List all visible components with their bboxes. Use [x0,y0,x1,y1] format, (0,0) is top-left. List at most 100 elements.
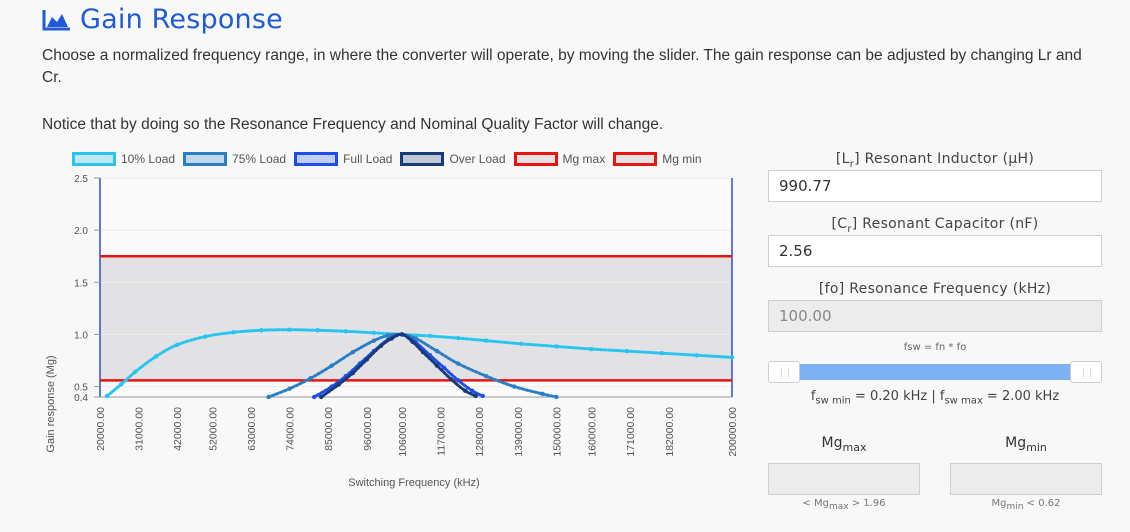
x-tick-label: 171000.00 [625,407,637,457]
mg-max-group: Mgmax < Mgmax > 1.96 [768,435,920,512]
series-point-0 [175,342,180,348]
series-point-3 [350,370,355,376]
series-point-1 [308,376,313,381]
series-point-0 [455,335,461,341]
series-point-3 [410,339,415,344]
x-tick-label: 160000.00 [587,407,599,457]
series-point-1 [512,384,517,389]
page-title: Gain Response [80,4,283,35]
series-point-3 [448,377,454,382]
slider-handle-max[interactable] [1070,361,1102,383]
series-point-3 [420,349,426,355]
mg-max-hint: < Mgmax > 1.96 [802,497,886,512]
series-point-1 [371,338,377,343]
legend-label: 10% Load [121,152,176,166]
series-point-0 [104,393,110,399]
mg-min-group: Mgmin Mgmin < 0.62 [950,435,1102,512]
page-header: Gain Response [42,4,283,35]
mg-min-value [950,462,1102,495]
x-tick-label: 85000.00 [323,407,335,451]
mg-min-hint: Mgmin < 0.62 [991,497,1061,512]
series-point-0 [343,329,348,334]
series-point-0 [118,382,124,387]
series-point-0 [259,328,264,333]
series-point-0 [659,351,664,356]
series-point-0 [203,334,208,339]
legend-swatch [400,152,445,166]
slider-handle-min[interactable] [768,361,800,383]
legend-item[interactable]: Over Load [400,152,506,166]
series-point-3 [399,332,405,337]
slider-range-fill [786,364,1084,380]
series-point-0 [624,348,629,354]
lr-label: [Lr] Resonant Inductor (µH) [835,151,1035,170]
series-point-1 [350,349,355,355]
y-tick-label: 1.0 [74,330,88,341]
fsw-range-text: fsw min = 0.20 kHz | fsw max = 2.00 kHz [810,389,1060,407]
y-tick-label: 0.5 [74,383,88,394]
x-tick-label: 150000.00 [551,407,563,457]
mg-max-value [768,462,920,495]
x-tick-label: 106000.00 [397,407,409,457]
series-point-1 [554,394,559,400]
legend-label: 75% Load [232,152,287,166]
series-point-3 [389,336,394,341]
series-point-1 [287,386,292,391]
legend-label: Mg max [562,152,606,166]
legend-item[interactable]: Mg min [613,152,702,166]
series-point-1 [484,373,489,379]
area-chart-icon [42,9,70,30]
x-tick-label: 96000.00 [362,407,374,451]
series-point-3 [473,393,478,399]
x-tick-label: 74000.00 [285,407,297,451]
series-point-2 [480,393,485,399]
legend-swatch [513,152,558,166]
mg-max-title: Mgmax [821,434,867,454]
chart-legend: 10% Load 75% Load Full Load Over Load Mg max… [72,152,710,166]
fo-input [768,300,1102,332]
legend-item[interactable]: 75% Load [183,152,286,166]
series-point-1 [413,336,419,341]
series-point-0 [427,333,433,339]
series-point-0 [729,355,735,360]
operating-region-fill [100,256,732,381]
x-tick-label: 139000.00 [513,407,525,457]
x-tick-label: 182000.00 [664,407,676,457]
series-point-1 [266,394,271,400]
fo-label: [fo] Resonance Frequency (kHz) [818,281,1052,297]
notice-text: Notice that by doing so the Resonance Fr… [42,116,664,133]
x-tick-label: 52000.00 [207,407,219,451]
legend-item[interactable]: Full Load [294,152,392,166]
y-tick-label: 0.4 [74,393,88,404]
legend-label: Over Load [449,152,506,166]
series-point-3 [378,343,384,349]
legend-label: Mg min [662,152,702,166]
series-point-3 [364,357,370,362]
series-point-0 [371,330,377,336]
series-point-2 [441,365,447,370]
x-tick-label: 128000.00 [474,407,486,457]
x-tick-label: 42000.00 [172,407,184,451]
series-point-1 [540,391,545,397]
cr-label: [Cr] Resonant Capacitor (nF) [831,216,1039,235]
y-tick-label: 1.5 [74,278,88,289]
frequency-range-slider[interactable] [768,361,1102,383]
series-point-0 [694,353,700,358]
x-tick-label: 20000.00 [95,407,107,451]
y-axis-label: Gain response (Mg) [45,355,57,452]
y-tick-label: 2.0 [74,226,88,237]
y-tick-label: 2.5 [74,174,88,185]
legend-swatch [183,152,228,166]
series-point-1 [455,361,461,366]
legend-item[interactable]: 10% Load [72,152,175,166]
series-point-0 [484,338,489,343]
series-point-0 [554,344,559,349]
legend-swatch [294,152,339,166]
series-point-2 [469,388,475,393]
legend-item[interactable]: Mg max [513,152,606,166]
series-point-3 [462,388,468,393]
legend-swatch [72,152,116,166]
lr-input[interactable] [768,170,1102,202]
cr-input[interactable] [768,235,1102,267]
series-point-1 [329,363,334,368]
